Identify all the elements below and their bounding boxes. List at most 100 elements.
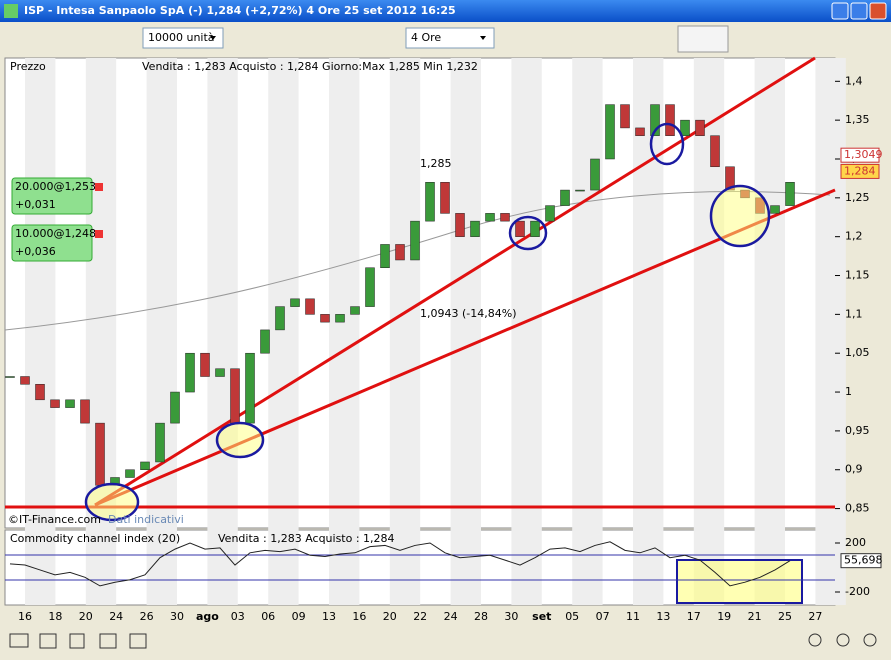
- x-tick-label: 26: [140, 610, 154, 623]
- candle: [200, 352, 210, 377]
- candle: [470, 220, 480, 237]
- time-stripe: [268, 58, 299, 605]
- y-tick-label: 1,35: [845, 113, 870, 126]
- time-stripe: [146, 58, 177, 605]
- x-tick-label: 09: [292, 610, 306, 623]
- y-tick-label: 1,1: [845, 307, 863, 320]
- candle: [560, 189, 570, 206]
- order-pnl: +0,031: [15, 198, 56, 211]
- footer-text: Dati indicativi: [108, 513, 184, 526]
- x-tick-label: 27: [808, 610, 822, 623]
- order-close[interactable]: [95, 230, 103, 238]
- y-tick-label: 0,95: [845, 424, 870, 437]
- candle: [425, 182, 435, 222]
- candle: [380, 244, 390, 269]
- time-stripe: [633, 58, 664, 605]
- x-tick-label: 20: [383, 610, 397, 623]
- candle: [365, 267, 375, 307]
- y-tick-label: 1,25: [845, 191, 870, 204]
- window-title: ISP - Intesa Sanpaolo SpA (-) 1,284 (+2,…: [24, 4, 456, 17]
- candle: [575, 189, 585, 192]
- candle: [20, 376, 30, 385]
- candle: [710, 135, 720, 168]
- candle: [125, 469, 135, 478]
- time-stripe: [329, 58, 360, 605]
- annotation: 1,285: [420, 157, 452, 170]
- candle: [50, 399, 60, 408]
- x-tick-label: 30: [170, 610, 184, 623]
- candle: [785, 182, 795, 206]
- y-tick-label: 0,85: [845, 502, 870, 515]
- y-tick-label: 1,15: [845, 269, 870, 282]
- toolbar-icons[interactable]: [9, 633, 877, 649]
- app-icon: [4, 4, 18, 18]
- price-marker-label: 1,3049: [844, 148, 883, 161]
- candle: [245, 352, 255, 424]
- candle: [635, 127, 645, 136]
- candle: [665, 104, 675, 136]
- candle: [440, 182, 450, 214]
- x-tick-label: 24: [444, 610, 458, 623]
- candle: [35, 384, 45, 401]
- bottom-toolbar: [0, 628, 891, 660]
- time-stripe: [25, 58, 56, 605]
- x-tick-label: 11: [626, 610, 640, 623]
- candle: [590, 158, 600, 191]
- x-tick-label: 21: [748, 610, 762, 623]
- candle: [545, 205, 555, 222]
- candle: [155, 422, 165, 463]
- candle: [185, 352, 195, 393]
- x-tick-label: 24: [109, 610, 123, 623]
- y-tick-label: 1: [845, 385, 852, 398]
- x-tick-label: set: [532, 610, 551, 623]
- annotation: 1,0943 (-14,84%): [420, 307, 516, 320]
- quantity-dropdown[interactable]: [142, 27, 224, 49]
- cci-highlight: [676, 559, 803, 604]
- order-label: 10.000@1,248: [15, 227, 96, 240]
- time-stripe: [815, 58, 846, 605]
- chart-tools-button[interactable]: [677, 25, 729, 53]
- candle: [410, 220, 420, 261]
- minimize-button[interactable]: [831, 2, 849, 20]
- y-tick-label: 200: [845, 536, 866, 549]
- candle: [650, 104, 660, 136]
- x-tick-label: 20: [79, 610, 93, 623]
- dropdown-arrow: [210, 36, 216, 40]
- trend-line: [94, 188, 836, 507]
- candle: [620, 104, 630, 129]
- x-tick-label: 13: [656, 610, 670, 623]
- candle: [515, 220, 525, 237]
- candle: [335, 314, 345, 323]
- y-tick-label: 0,9: [845, 463, 863, 476]
- timeframe-dropdown[interactable]: [405, 27, 495, 49]
- highlight-circles: [84, 122, 771, 522]
- candle: [260, 329, 270, 354]
- quote-info: Vendita : 1,283 Acquisto : 1,284 Giorno:…: [142, 60, 478, 73]
- x-tick-label: 28: [474, 610, 488, 623]
- y-tick-label: 1,05: [845, 346, 870, 359]
- close-button[interactable]: [869, 2, 887, 20]
- y-tick-label: 1,4: [845, 74, 863, 87]
- x-tick-label: 03: [231, 610, 245, 623]
- quantity-value: 10000 unità: [148, 31, 215, 44]
- candle: [395, 244, 405, 261]
- x-tick-label: 18: [48, 610, 62, 623]
- order-close[interactable]: [95, 183, 103, 191]
- candle: [170, 391, 180, 424]
- x-tick-label: 22: [413, 610, 427, 623]
- candle: [455, 213, 465, 237]
- candle: [65, 399, 75, 408]
- x-tick-label: 16: [352, 610, 366, 623]
- maximize-button[interactable]: [850, 2, 868, 20]
- x-tick-label: 05: [565, 610, 579, 623]
- candle: [350, 306, 360, 315]
- y-tick-label: -200: [845, 585, 870, 598]
- time-stripe: [389, 58, 421, 605]
- order-label: 20.000@1,253: [15, 180, 96, 193]
- x-tick-label: 07: [596, 610, 610, 623]
- time-stripe: [754, 58, 785, 605]
- time-stripe: [450, 58, 481, 605]
- timeframe-value: 4 Ore: [411, 31, 441, 44]
